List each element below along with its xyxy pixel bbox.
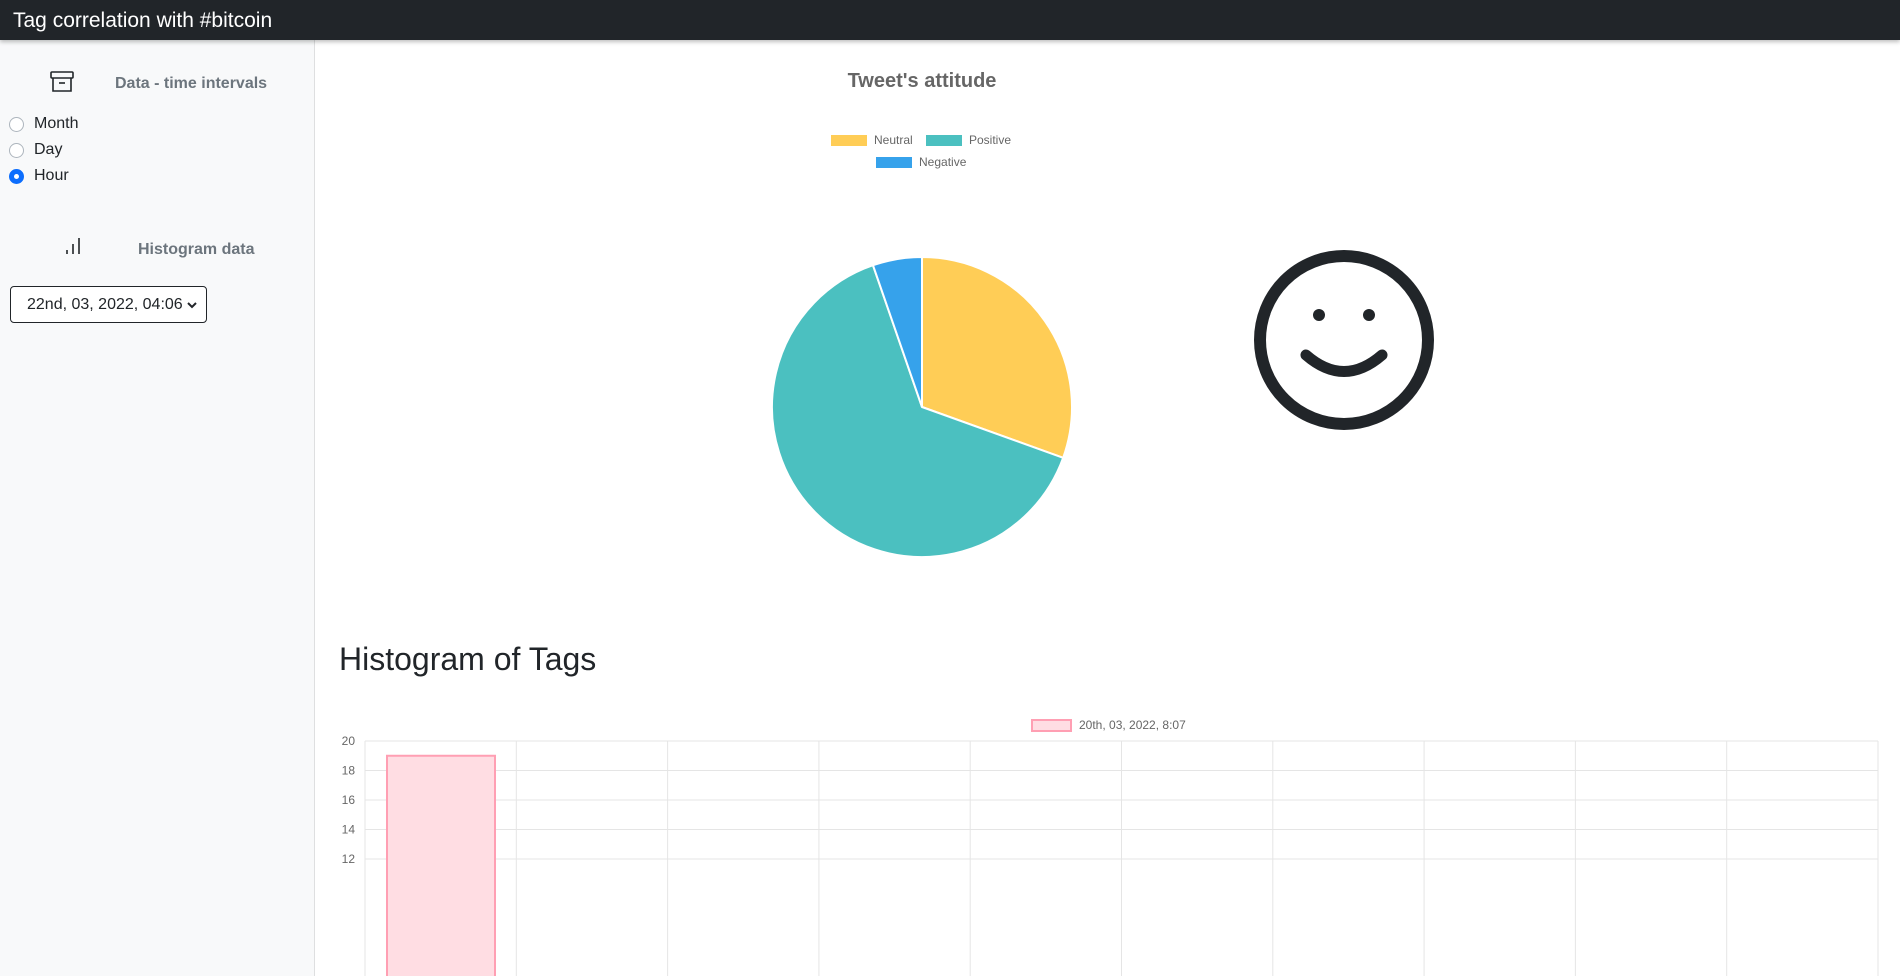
y-tick-label: 16 xyxy=(342,793,356,807)
radio-day-label: Day xyxy=(34,141,63,158)
top-navbar: Tag correlation with #bitcoin xyxy=(0,0,1900,40)
legend-negative[interactable]: Negative xyxy=(876,155,966,169)
legend-neutral-label: Neutral xyxy=(874,133,913,147)
bar-chart-icon xyxy=(64,235,84,262)
histogram-data-heading-label: Histogram data xyxy=(138,241,255,258)
y-tick-label: 12 xyxy=(342,852,356,866)
pie-chart xyxy=(771,255,1073,558)
archive-icon xyxy=(49,69,75,100)
histogram-heading: Histogram of Tags xyxy=(339,641,597,677)
time-intervals-heading: Data - time intervals xyxy=(0,71,315,94)
pie-slice-negative[interactable] xyxy=(871,255,923,408)
legend-histogram-label: 20th, 03, 2022, 8:07 xyxy=(1079,718,1186,732)
y-tick-label: 20 xyxy=(342,734,356,748)
pie-slice-positive[interactable] xyxy=(771,263,1065,558)
legend-neutral-swatch xyxy=(831,134,867,146)
pie-chart-title: Tweet's attitude xyxy=(847,70,997,92)
y-tick-label: 14 xyxy=(342,823,356,837)
legend-positive[interactable]: Positive xyxy=(926,133,1011,147)
radio-month-button[interactable] xyxy=(9,116,24,132)
radio-hour[interactable]: Hour xyxy=(9,167,69,185)
legend-neutral[interactable]: Neutral xyxy=(831,133,913,147)
legend-histogram-swatch xyxy=(1031,718,1072,732)
radio-hour-label: Hour xyxy=(34,167,69,184)
histogram-bar[interactable] xyxy=(386,754,496,976)
legend-negative-label: Negative xyxy=(919,155,967,169)
histogram-data-heading: Histogram data xyxy=(0,238,315,260)
radio-month[interactable]: Month xyxy=(9,115,78,133)
histogram-date-select[interactable]: 22nd, 03, 2022, 04:06 xyxy=(10,286,207,323)
radio-day-button[interactable] xyxy=(9,142,24,158)
legend-histogram-series[interactable]: 20th, 03, 2022, 8:07 xyxy=(1031,718,1186,732)
pie-slice-neutral[interactable] xyxy=(921,255,1073,460)
sidebar: Data - time intervals Month Day Hour His… xyxy=(0,40,315,976)
app-title: Tag correlation with #bitcoin xyxy=(13,9,273,32)
smile-face-icon xyxy=(1252,248,1436,437)
radio-day[interactable]: Day xyxy=(9,141,62,159)
legend-negative-swatch xyxy=(876,156,912,168)
histogram-chart: 20 18 16 14 12 xyxy=(342,734,1879,976)
time-intervals-heading-label: Data - time intervals xyxy=(115,75,268,92)
legend-positive-swatch xyxy=(926,134,962,146)
radio-month-label: Month xyxy=(34,115,79,132)
legend-positive-label: Positive xyxy=(969,133,1012,147)
histogram-date-select-value: 22nd, 03, 2022, 04:06 xyxy=(27,295,183,313)
chevron-down-icon xyxy=(186,298,198,316)
y-tick-label: 18 xyxy=(342,764,356,778)
radio-hour-button[interactable] xyxy=(9,168,24,184)
